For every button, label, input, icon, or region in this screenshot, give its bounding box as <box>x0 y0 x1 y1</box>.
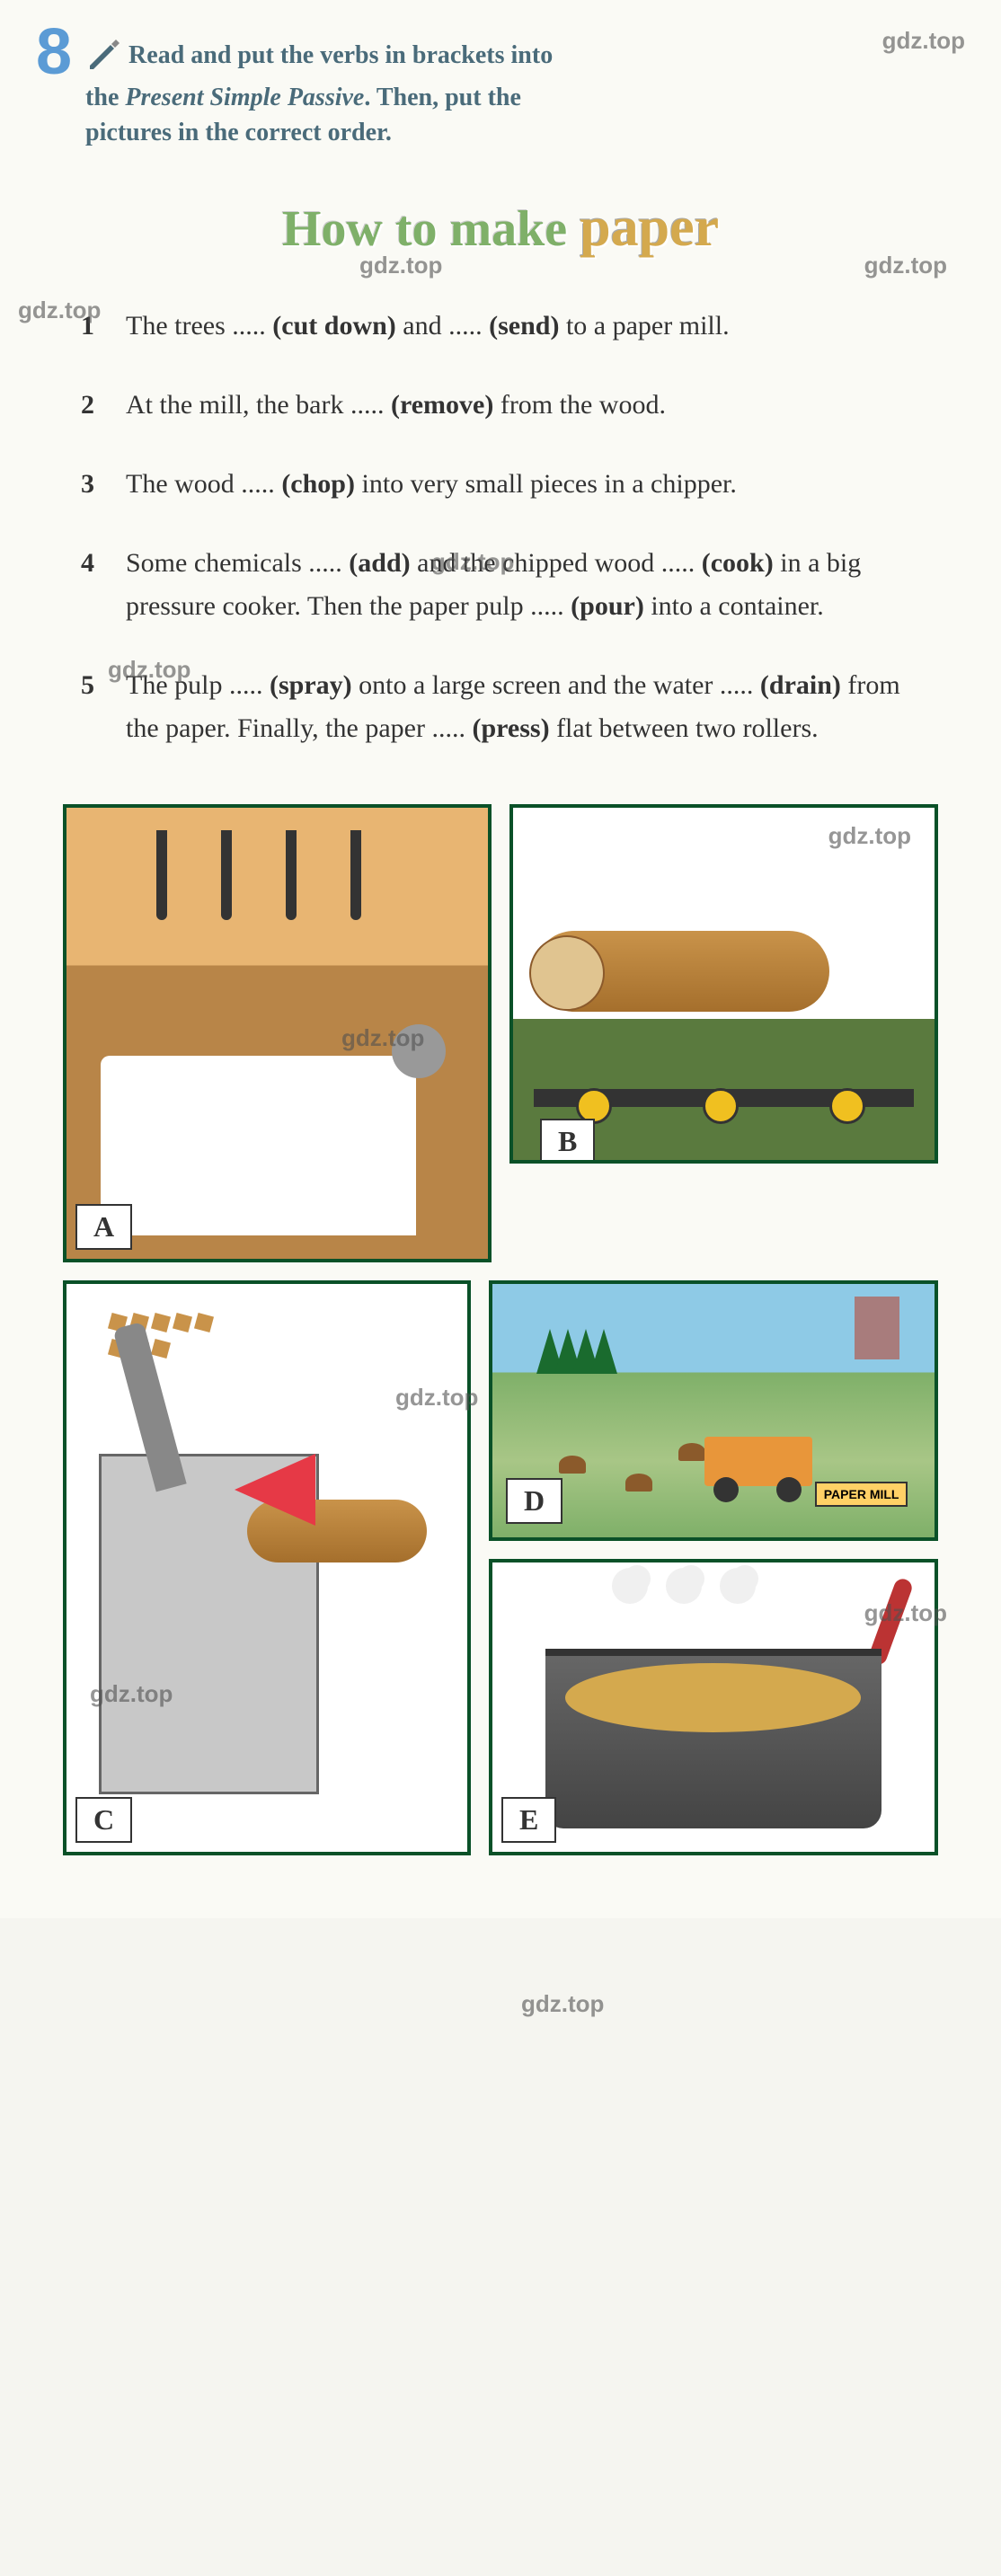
steps-list: 1 The trees ..... (cut down) and ..... (… <box>36 305 965 750</box>
step-number: 2 <box>81 384 126 427</box>
watermark: gdz.top <box>521 1990 604 2018</box>
step-text: At the mill, the bark ..... (remove) fro… <box>126 384 920 427</box>
instruction-line1: Read and put the verbs in brackets into <box>128 41 553 69</box>
step-2: 2 At the mill, the bark ..... (remove) f… <box>81 384 920 427</box>
instruction-italic: Present Simple Passive <box>125 84 364 111</box>
article-title: How to make paper <box>36 196 965 260</box>
step-text: The pulp ..... (spray) onto a large scre… <box>126 664 920 750</box>
mill-sign: PAPER MILL <box>815 1482 908 1507</box>
instruction-line2b: . Then, put the <box>364 84 521 111</box>
step-number: 5 <box>81 664 126 750</box>
images-section: A B C <box>36 786 965 1891</box>
image-c-chipper: C <box>63 1280 471 1855</box>
image-d-mill: PAPER MILL D <box>489 1280 938 1541</box>
step-text: The wood ..... (chop) into very small pi… <box>126 463 920 506</box>
exercise-instructions: Read and put the verbs in brackets into … <box>85 27 553 151</box>
step-3: 3 The wood ..... (chop) into very small … <box>81 463 920 506</box>
image-b-bark: B <box>509 804 938 1164</box>
image-e-cooker: E <box>489 1559 938 1855</box>
step-number: 4 <box>81 542 126 628</box>
title-part2: paper <box>580 197 719 258</box>
image-label-e: E <box>501 1797 556 1843</box>
image-row-1: A B <box>63 804 938 1262</box>
pen-icon <box>85 34 121 80</box>
title-part1: How to make <box>282 201 580 257</box>
image-label-c: C <box>75 1797 132 1843</box>
image-row-2: C PAPER MILL D <box>63 1280 938 1855</box>
instruction-line3: pictures in the correct order. <box>85 119 392 146</box>
instruction-line2a: the <box>85 84 125 111</box>
image-a-rollers: A <box>63 804 492 1262</box>
right-column: PAPER MILL D E <box>489 1280 938 1855</box>
image-label-b: B <box>540 1119 595 1164</box>
exercise-header: 8 Read and put the verbs in brackets int… <box>36 27 965 151</box>
exercise-number: 8 <box>36 27 72 79</box>
step-5: 5 The pulp ..... (spray) onto a large sc… <box>81 664 920 750</box>
step-text: Some chemicals ..... (add) and the chipp… <box>126 542 920 628</box>
image-label-a: A <box>75 1204 132 1250</box>
step-number: 3 <box>81 463 126 506</box>
step-4: 4 Some chemicals ..... (add) and the chi… <box>81 542 920 628</box>
step-text: The trees ..... (cut down) and ..... (se… <box>126 305 920 348</box>
step-1: 1 The trees ..... (cut down) and ..... (… <box>81 305 920 348</box>
exercise-page: 8 Read and put the verbs in brackets int… <box>0 0 1001 1918</box>
image-label-d: D <box>506 1478 563 1524</box>
step-number: 1 <box>81 305 126 348</box>
